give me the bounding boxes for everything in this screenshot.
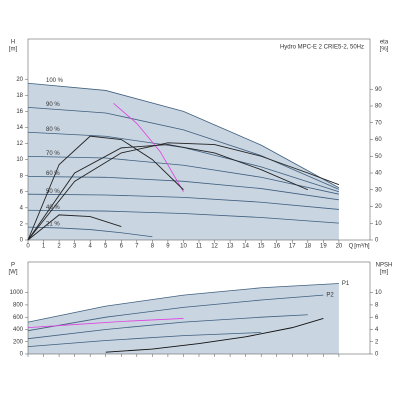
- curve-label: P1: [342, 281, 350, 287]
- x-tick-label: 11: [196, 244, 203, 250]
- y2-tick-label: 8: [375, 303, 379, 309]
- curve: [27, 135, 184, 241]
- y2-tick-label: 2: [375, 339, 379, 345]
- operating-area: [28, 83, 339, 240]
- curve: [27, 226, 153, 238]
- curve: [105, 317, 324, 353]
- x-tick-label: 8: [151, 244, 155, 250]
- y-tick-label: 8: [20, 173, 24, 179]
- y2-axis-unit: [m]: [380, 270, 389, 276]
- curve-label: P2: [326, 293, 334, 299]
- y-tick-label: 0: [20, 238, 24, 244]
- curve: [27, 144, 308, 241]
- y-tick-label: 600: [13, 315, 24, 321]
- x-tick-label: 14: [242, 244, 249, 250]
- curve: [27, 314, 308, 340]
- curve-label: 80 %: [46, 127, 60, 133]
- y-tick-label: 10: [16, 157, 23, 163]
- y2-tick-label: 40: [375, 171, 382, 177]
- y-tick-label: 6: [20, 189, 24, 195]
- x-tick-label: 7: [135, 244, 139, 250]
- y-tick-label: 18: [16, 93, 23, 99]
- x-tick-label: 17: [289, 244, 296, 250]
- curve-label: 60 %: [46, 171, 60, 177]
- y2-axis-label: eta: [380, 40, 389, 46]
- curve: [27, 209, 339, 224]
- y-tick-label: 200: [13, 339, 24, 345]
- y2-tick-label: 30: [375, 187, 382, 193]
- y-axis-unit: [m]: [9, 47, 18, 53]
- curve: [27, 142, 340, 241]
- y2-tick-label: 90: [375, 87, 382, 93]
- y-tick-label: 14: [16, 125, 23, 131]
- y2-tick-label: 10: [375, 290, 382, 296]
- x-tick-label: 13: [227, 244, 234, 250]
- curve-label: 50 %: [46, 189, 60, 195]
- y2-tick-label: 4: [375, 327, 379, 333]
- curve: [27, 318, 184, 329]
- curve-label: 70 %: [46, 151, 60, 157]
- x-axis-unit: [m³/h]: [354, 244, 370, 250]
- y-tick-label: 2: [20, 221, 24, 227]
- y2-axis-unit: [%]: [380, 47, 389, 53]
- x-tick-label: 20: [336, 244, 343, 250]
- y-tick-label: 20: [16, 77, 23, 83]
- x-tick-label: 18: [304, 244, 311, 250]
- y2-tick-label: 0: [375, 352, 379, 358]
- curve: [27, 332, 262, 348]
- y2-tick-label: 80: [375, 104, 382, 110]
- x-tick-label: 12: [211, 244, 218, 250]
- y-tick-label: 12: [16, 141, 23, 147]
- curve-label: 90 %: [46, 102, 60, 108]
- curve: [113, 103, 184, 192]
- y-axis-label: H: [11, 40, 15, 46]
- y2-tick-label: 6: [375, 315, 379, 321]
- curve-label: 21 %: [46, 222, 60, 228]
- x-tick-label: 0: [26, 244, 30, 250]
- curve: [27, 294, 324, 332]
- chart-title: Hydro MPC-E 2 CRIE5-2, 50Hz: [280, 45, 364, 51]
- x-tick-label: 1: [42, 244, 46, 250]
- y-tick-label: 4: [20, 205, 24, 211]
- curve: [27, 106, 340, 190]
- curve: [27, 155, 339, 195]
- y-tick-label: 16: [16, 109, 23, 115]
- x-tick-label: 15: [258, 244, 265, 250]
- y2-tick-label: 50: [375, 154, 382, 160]
- y2-tick-label: 60: [375, 137, 382, 143]
- curve: [27, 176, 339, 201]
- x-tick-label: 3: [73, 244, 77, 250]
- curve-label: 100 %: [46, 78, 64, 84]
- y-tick-label: 400: [13, 327, 24, 333]
- curve: [27, 82, 340, 189]
- y2-axis-label: NPSH: [376, 263, 393, 269]
- curve: [27, 214, 122, 241]
- y-axis-unit: [W]: [9, 270, 18, 276]
- y2-tick-label: 10: [375, 221, 382, 227]
- y-tick-label: 1000: [10, 290, 24, 296]
- x-tick-label: 6: [120, 244, 124, 250]
- curve: [27, 283, 339, 323]
- y2-tick-label: 0: [375, 238, 379, 244]
- y-axis-label: P: [11, 263, 15, 269]
- x-tick-label: 16: [273, 244, 280, 250]
- y2-tick-label: 20: [375, 204, 382, 210]
- x-tick-label: 9: [166, 244, 170, 250]
- x-axis-label: Q: [349, 244, 354, 250]
- x-tick-label: 2: [57, 244, 61, 250]
- x-tick-label: 19: [320, 244, 327, 250]
- x-tick-label: 5: [104, 244, 108, 250]
- curve: [27, 193, 339, 210]
- x-tick-label: 10: [180, 244, 187, 250]
- y2-tick-label: 70: [375, 120, 382, 126]
- y-tick-label: 0: [20, 352, 24, 358]
- y-tick-label: 800: [13, 303, 24, 309]
- x-tick-label: 4: [89, 244, 93, 250]
